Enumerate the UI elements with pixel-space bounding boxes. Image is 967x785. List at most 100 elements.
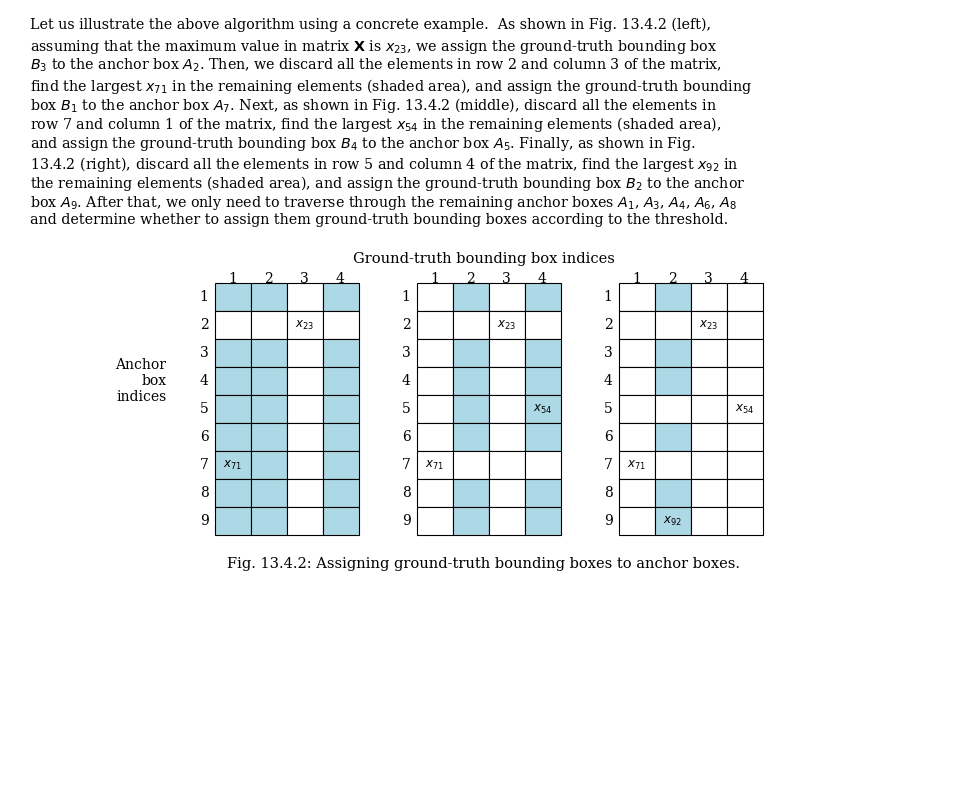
Text: 9: 9 — [200, 514, 209, 528]
Text: 9: 9 — [603, 514, 612, 528]
Bar — [215, 451, 250, 479]
Text: 6: 6 — [200, 430, 209, 444]
Text: 4: 4 — [538, 272, 547, 286]
Bar — [619, 311, 655, 339]
Text: box $A_9$. After that, we only need to traverse through the remaining anchor box: box $A_9$. After that, we only need to t… — [30, 193, 737, 211]
Bar — [323, 311, 359, 339]
Text: $x_{23}$: $x_{23}$ — [497, 319, 516, 331]
Bar — [524, 451, 561, 479]
Bar — [619, 367, 655, 395]
Text: the remaining elements (shaded area), and assign the ground-truth bounding box $: the remaining elements (shaded area), an… — [30, 174, 746, 193]
Bar — [726, 283, 763, 311]
Bar — [524, 423, 561, 451]
Bar — [655, 479, 690, 507]
Bar — [524, 339, 561, 367]
Text: find the largest $x_{71}$ in the remaining elements (shaded area), and assign th: find the largest $x_{71}$ in the remaini… — [30, 76, 752, 96]
Bar — [488, 395, 524, 423]
Text: 7: 7 — [401, 458, 411, 472]
Text: 6: 6 — [401, 430, 411, 444]
Bar — [488, 423, 524, 451]
Bar — [323, 395, 359, 423]
Bar — [453, 395, 488, 423]
Text: Let us illustrate the above algorithm using a concrete example.  As shown in Fig: Let us illustrate the above algorithm us… — [30, 18, 711, 32]
Text: 8: 8 — [200, 486, 209, 500]
Bar — [488, 339, 524, 367]
Bar — [286, 507, 323, 535]
Text: 2: 2 — [668, 272, 677, 286]
Bar — [655, 283, 690, 311]
Bar — [323, 479, 359, 507]
Bar — [453, 367, 488, 395]
Text: Fig. 13.4.2: Assigning ground-truth bounding boxes to anchor boxes.: Fig. 13.4.2: Assigning ground-truth boun… — [227, 557, 740, 571]
Text: 1: 1 — [430, 272, 439, 286]
Bar — [215, 507, 250, 535]
Text: 8: 8 — [603, 486, 612, 500]
Bar — [323, 451, 359, 479]
Text: $x_{71}$: $x_{71}$ — [425, 458, 444, 472]
Bar — [726, 507, 763, 535]
Text: 5: 5 — [200, 402, 209, 416]
Bar — [417, 339, 453, 367]
Text: and determine whether to assign them ground-truth bounding boxes according to th: and determine whether to assign them gro… — [30, 213, 728, 227]
Bar — [250, 311, 286, 339]
Bar — [417, 479, 453, 507]
Bar — [690, 367, 726, 395]
Bar — [488, 367, 524, 395]
Bar — [286, 339, 323, 367]
Bar — [323, 339, 359, 367]
Bar — [690, 311, 726, 339]
Bar — [215, 339, 250, 367]
Bar — [619, 451, 655, 479]
Text: 3: 3 — [704, 272, 713, 286]
Text: row 7 and column 1 of the matrix, find the largest $x_{54}$ in the remaining ele: row 7 and column 1 of the matrix, find t… — [30, 115, 721, 134]
Text: 7: 7 — [603, 458, 612, 472]
Bar — [323, 283, 359, 311]
Bar — [250, 507, 286, 535]
Bar — [453, 339, 488, 367]
Text: 2: 2 — [466, 272, 475, 286]
Bar — [286, 423, 323, 451]
Bar — [619, 479, 655, 507]
Bar — [655, 451, 690, 479]
Bar — [215, 311, 250, 339]
Text: 1: 1 — [603, 290, 612, 304]
Text: $x_{23}$: $x_{23}$ — [699, 319, 718, 331]
Bar — [655, 423, 690, 451]
Bar — [690, 283, 726, 311]
Text: 3: 3 — [300, 272, 308, 286]
Text: $x_{71}$: $x_{71}$ — [627, 458, 646, 472]
Bar — [286, 367, 323, 395]
Bar — [286, 311, 323, 339]
Bar — [215, 367, 250, 395]
Bar — [619, 395, 655, 423]
Text: 9: 9 — [401, 514, 411, 528]
Bar — [488, 479, 524, 507]
Text: $x_{54}$: $x_{54}$ — [735, 403, 754, 415]
Text: assuming that the maximum value in matrix $\mathbf{X}$ is $x_{23}$, we assign th: assuming that the maximum value in matri… — [30, 38, 718, 56]
Text: 1: 1 — [632, 272, 641, 286]
Text: 3: 3 — [502, 272, 511, 286]
Bar — [215, 423, 250, 451]
Bar — [417, 311, 453, 339]
Bar — [286, 283, 323, 311]
Text: 1: 1 — [228, 272, 237, 286]
Bar — [250, 423, 286, 451]
Bar — [453, 311, 488, 339]
Text: 4: 4 — [337, 272, 345, 286]
Bar — [453, 283, 488, 311]
Text: 2: 2 — [401, 318, 411, 332]
Bar — [286, 395, 323, 423]
Text: 6: 6 — [603, 430, 612, 444]
Text: 2: 2 — [603, 318, 612, 332]
Bar — [488, 311, 524, 339]
Text: 3: 3 — [200, 346, 209, 360]
Bar — [690, 451, 726, 479]
Bar — [524, 395, 561, 423]
Bar — [250, 283, 286, 311]
Bar — [250, 479, 286, 507]
Bar — [655, 367, 690, 395]
Text: 3: 3 — [603, 346, 612, 360]
Bar — [417, 423, 453, 451]
Bar — [215, 283, 250, 311]
Text: 7: 7 — [199, 458, 209, 472]
